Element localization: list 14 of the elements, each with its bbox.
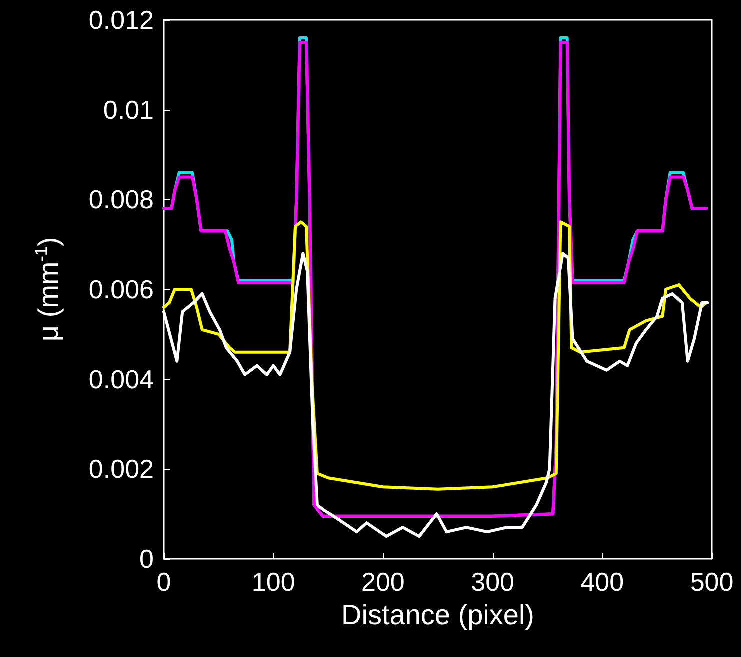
y-axis-title: μ (mm-1): [32, 237, 64, 342]
x-tick-label: 100: [252, 567, 296, 597]
y-tick-label: 0.004: [88, 364, 154, 394]
y-tick-label: 0.012: [88, 5, 154, 35]
y-tick-label: 0.008: [88, 184, 154, 215]
x-tick-label: 200: [362, 567, 405, 597]
y-tick-label: 0.006: [88, 274, 154, 304]
y-tick-label: 0: [140, 544, 154, 574]
x-axis-title: Distance (pixel): [342, 600, 534, 630]
x-tick-label: 400: [580, 567, 624, 597]
y-tick-label: 0.01: [103, 94, 154, 125]
y-tick-label: 0.002: [88, 454, 154, 484]
x-tick-label: 500: [690, 567, 734, 597]
x-tick-label: 300: [471, 567, 514, 597]
